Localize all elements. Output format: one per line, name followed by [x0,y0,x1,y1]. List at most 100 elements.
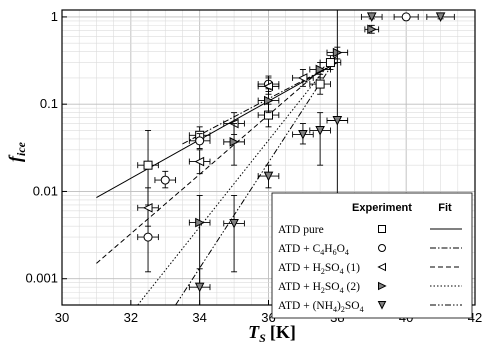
legend-label-text: ) [337,300,341,312]
legend-label-text: H [324,243,332,255]
legend-marker [377,301,387,310]
data-point-group [309,112,331,166]
legend-label-subscript: 2 [321,286,325,295]
legend-label-text: SO [325,262,340,274]
legend-label-subscript: 4 [320,248,324,257]
data-marker [195,136,205,146]
data-marker [194,282,205,293]
legend-label: ATD + H2SO4 (2) [278,281,360,295]
y-tick-label: 1 [51,9,58,24]
legend-label-subscript: 6 [333,248,337,257]
data-marker [435,12,446,23]
legend-label-text: ATD + H [278,262,321,274]
legend-label-text: SO [325,281,340,293]
data-point-group [188,149,211,175]
data-point-group [364,24,380,35]
data-point-group [188,133,211,150]
legend-label-subscript: 4 [360,305,364,314]
data-point-group [154,170,177,189]
data-marker [367,24,377,35]
fit-line [96,62,338,199]
data-marker [194,156,205,167]
y-axis-label-main: f [5,154,25,162]
legend-label-text: ATD + H [278,281,321,293]
y-tick-label: 0.01 [33,183,58,198]
data-point-group [360,12,383,23]
data-marker [142,202,153,213]
legend-box [271,192,473,319]
data-marker [332,116,343,126]
data-marker [195,217,205,228]
x-tick-label: 30 [55,310,69,325]
data-marker [325,58,335,68]
y-tick-label: 0.001 [25,271,58,286]
data-point-group [309,62,331,79]
legend-row: ATD + H2SO4 (1) [278,262,462,276]
legend-label: ATD pure [278,224,324,236]
legend-label-text: (2) [344,281,360,293]
y-tick-label: 0.1 [40,96,58,111]
legend-row: ATD + (NH4)2SO4 [278,300,462,314]
data-marker [160,175,170,185]
data-marker [315,64,326,75]
data-marker [229,218,239,229]
data-point-group [137,187,159,227]
data-marker [297,73,308,83]
data-point-group [292,123,314,145]
data-point-group [393,12,419,22]
y-axis-label-sub: ice [14,141,28,156]
fit-line [137,53,338,306]
legend-marker [377,262,386,272]
data-points [137,9,455,306]
data-point-group [257,88,280,114]
x-axis-label: TS [K] [248,322,296,342]
data-marker [366,12,377,23]
legend-label-subscript: 2 [321,267,325,276]
fit-line [96,55,338,264]
fit-line [175,56,338,306]
legend-header-fit: Fit [438,202,452,214]
fit-lines [96,53,338,306]
legend-label-text: ATD pure [278,224,324,236]
data-marker [401,12,411,22]
x-axis-label-unit: [K] [270,322,296,342]
data-point-group [292,69,314,87]
data-marker [229,137,240,147]
data-point-group [188,268,211,306]
legend-label-text: O [337,243,345,255]
data-point-group [223,194,245,273]
fit-line [182,62,338,145]
legend-label-subscript: 4 [333,305,337,314]
data-marker [143,160,153,170]
legend-label: ATD + (NH4)2SO4 [278,300,364,314]
legend-label-subscript: 4 [345,248,349,257]
legend-label-subscript: 4 [340,286,344,295]
legend-label-subscript: 2 [341,305,345,314]
y-axis-label: fice [5,141,28,162]
data-marker [264,95,274,106]
legend-label-subscript: 4 [340,267,344,276]
data-point-group [426,12,455,23]
x-axis-label-main: T [248,322,260,342]
legend-marker [378,244,386,252]
data-marker [315,79,325,89]
legend-label-text: SO [345,300,360,312]
x-axis-label-sub: S [259,331,266,342]
legend-header-experiment: Experiment [352,202,412,214]
legend-row: ATD pure [278,224,462,236]
data-marker [315,125,325,136]
legend-label-text: ATD + (NH [278,300,333,312]
data-marker [298,129,308,140]
data-point-group [223,123,245,166]
legend-marker [378,225,386,233]
legend-label-text: ATD + C [278,243,321,255]
legend-label: ATD + H2SO4 (1) [278,262,360,276]
data-marker [263,171,274,182]
y-tick-labels: 0.001 0.01 0.1 1 [25,9,67,286]
legend-marker [378,281,387,291]
legend-label: ATD + C4H6O4 [278,243,349,257]
x-tick-label: 34 [192,310,206,325]
